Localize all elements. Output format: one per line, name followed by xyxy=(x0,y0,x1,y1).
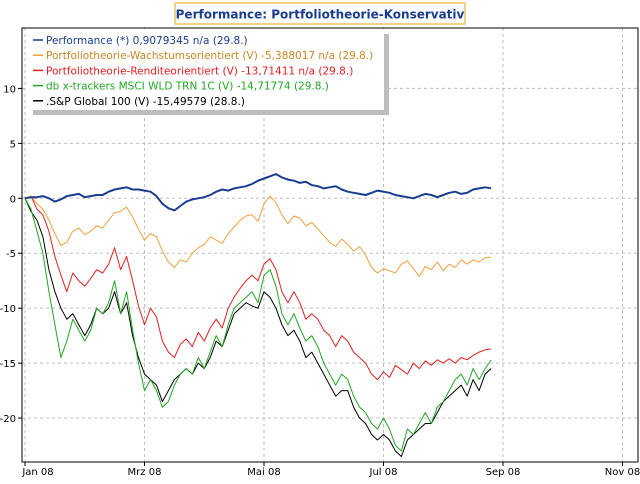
grid xyxy=(22,28,638,462)
axes: 10 5 0 -5 -10 -15 -20 Jan 08 Mrz 08 Mai 08 Jul 08 S… xyxy=(0,27,640,478)
y-tick-label: -15 xyxy=(0,359,16,370)
legend-label: Portfoliotheorie-Renditeorientiert (V) -… xyxy=(46,65,353,77)
y-tick-label: 5 xyxy=(10,139,16,150)
series xyxy=(24,173,492,457)
plot-frame xyxy=(21,27,639,463)
x-tick-label: Nov 08 xyxy=(605,467,640,478)
legend-label: db x-trackers MSCI WLD TRN 1C (V) -14,71… xyxy=(46,81,329,93)
legend-label: Performance (*) 0,9079345 n/a (29.8.) xyxy=(46,35,248,47)
chart-title: Performance: Portfoliotheorie-Konservati… xyxy=(176,8,465,22)
legend-items: Performance (*) 0,9079345 n/a (29.8.) Por… xyxy=(33,35,373,108)
x-tick-label: Jul 08 xyxy=(369,467,398,478)
legend-label: Portfoliotheorie-Wachstumsorientiert (V)… xyxy=(46,50,373,62)
y-tick-label: -5 xyxy=(6,249,16,260)
series-line xyxy=(24,173,492,212)
legend: Performance (*) 0,9079345 n/a (29.8.) Por… xyxy=(28,29,389,115)
x-tick-label: Sep 08 xyxy=(486,467,521,478)
legend-box xyxy=(28,29,384,110)
x-tick-label: Jan 08 xyxy=(21,467,53,478)
series-line xyxy=(24,198,492,452)
y-tick-label: 10 xyxy=(3,84,16,95)
legend-label: .S&P Global 100 (V) -15,49579 (28.8.) xyxy=(46,96,245,108)
x-tick-label: Mrz 08 xyxy=(128,467,162,478)
title-frame xyxy=(174,2,466,25)
series-line xyxy=(24,195,492,277)
title-box: Performance: Portfoliotheorie-Konservati… xyxy=(174,2,466,25)
y-tick-label: -10 xyxy=(0,304,16,315)
y-tick-label: -20 xyxy=(0,414,16,425)
series-line xyxy=(24,195,492,381)
x-tick-label: Mai 08 xyxy=(247,467,280,478)
y-tick-label: 0 xyxy=(10,194,16,205)
